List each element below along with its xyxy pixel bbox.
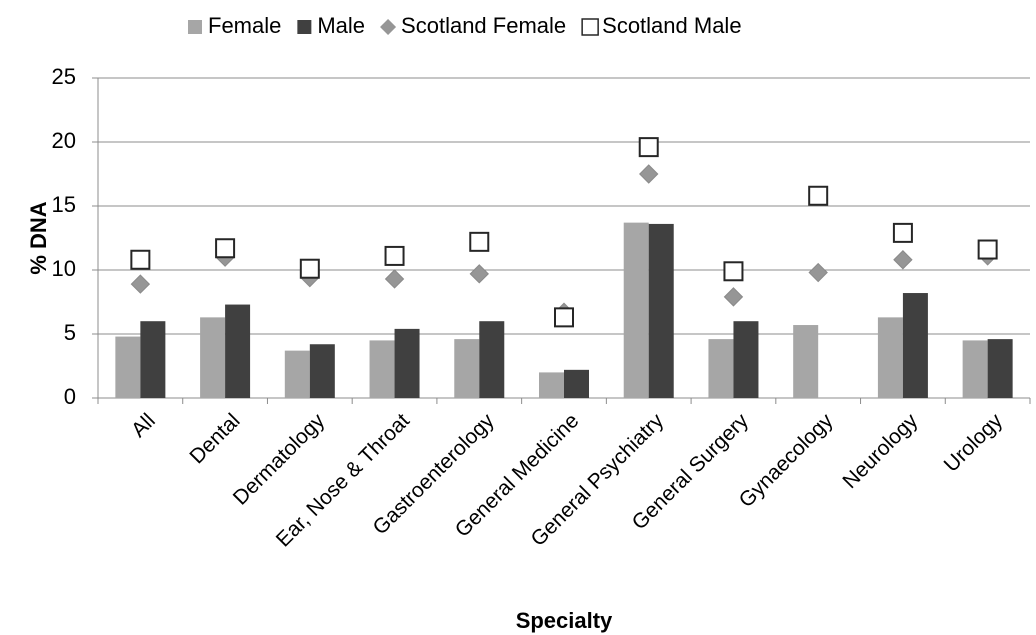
diamond-marker [469, 264, 489, 284]
square-marker [554, 307, 574, 328]
x-axis-title: Specialty [516, 608, 613, 633]
square-marker [977, 239, 998, 260]
bar [200, 317, 226, 398]
y-axis-title: % DNA [26, 201, 51, 274]
square-marker [892, 222, 913, 243]
bar [140, 321, 166, 398]
legend-label: Scotland Female [401, 13, 566, 38]
bar [987, 339, 1013, 398]
legend-swatch [581, 18, 599, 36]
y-tick-label: 5 [64, 320, 76, 345]
square-marker [299, 258, 320, 279]
square-marker [384, 245, 405, 266]
bar [902, 293, 928, 398]
bar [623, 222, 649, 398]
diamond-marker [639, 164, 659, 184]
x-tick-label: Dental [185, 409, 244, 468]
bar [877, 317, 903, 398]
bar [479, 321, 505, 398]
bar [284, 350, 310, 398]
diamond-marker [808, 262, 828, 283]
square-marker [215, 238, 236, 259]
bar [309, 344, 335, 398]
bar [793, 325, 819, 398]
legend-swatch [188, 20, 202, 34]
diamond-marker [384, 269, 405, 289]
square-marker [130, 249, 151, 270]
y-tick-label: 0 [64, 384, 76, 409]
bar [394, 328, 420, 398]
diamond-marker [893, 250, 913, 270]
y-tick-label: 25 [52, 64, 76, 89]
bar [708, 339, 734, 398]
legend-swatch [297, 20, 312, 34]
square-marker [469, 231, 490, 252]
bar [962, 340, 988, 398]
diamond-marker [130, 274, 151, 294]
square-marker [723, 261, 744, 282]
legend-label: Female [208, 13, 281, 38]
y-tick-label: 20 [52, 128, 76, 153]
bar [648, 223, 674, 398]
bar [564, 369, 589, 398]
y-tick-label: 10 [52, 256, 76, 281]
bar [115, 336, 141, 398]
y-tick-label: 15 [52, 192, 76, 217]
x-tick-label: Urology [940, 409, 1008, 477]
x-tick-label: Neurology [838, 409, 922, 493]
diamond-marker [723, 287, 744, 307]
bar [733, 321, 759, 398]
legend-swatch [380, 19, 397, 35]
square-marker [808, 185, 829, 206]
bar [369, 340, 395, 398]
bar [225, 304, 251, 398]
legend-label: Scotland Male [602, 13, 741, 38]
bar [454, 339, 480, 398]
bar [539, 372, 564, 398]
x-tick-label: All [127, 409, 160, 442]
legend-label: Male [317, 13, 365, 38]
square-marker [638, 137, 659, 158]
